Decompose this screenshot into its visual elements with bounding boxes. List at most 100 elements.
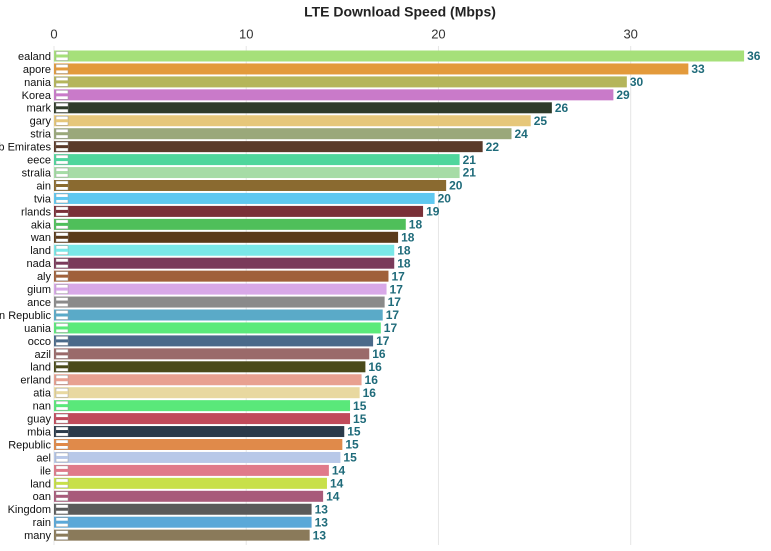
bar: [54, 50, 745, 62]
y-tick-label: ile: [40, 465, 51, 477]
y-tick-label: b Emirates: [0, 142, 51, 154]
value-label: 30: [630, 75, 644, 89]
flag: [56, 326, 68, 330]
x-tick-label: 30: [623, 26, 637, 41]
value-label: 17: [384, 321, 398, 335]
flag: [56, 300, 68, 304]
flag: [56, 119, 68, 123]
value-label: 18: [401, 230, 415, 244]
value-label: 33: [691, 62, 705, 76]
flag: [56, 520, 68, 524]
value-label: 13: [313, 528, 327, 542]
flag: [56, 365, 68, 369]
bar: [54, 309, 383, 321]
y-tick-label: rlands: [21, 206, 51, 218]
y-tick-label: aly: [37, 271, 52, 283]
flag: [56, 404, 68, 408]
value-label: 18: [409, 218, 423, 232]
flag: [56, 468, 68, 472]
flag: [56, 352, 68, 356]
bar: [54, 387, 360, 399]
x-tick-label: 0: [50, 26, 57, 41]
y-tick-label: akia: [31, 219, 52, 231]
y-tick-label: occo: [28, 336, 51, 348]
bar: [54, 400, 351, 412]
flag: [56, 481, 68, 485]
bar: [54, 167, 460, 179]
y-tick-label: Korea: [22, 90, 52, 102]
value-label: 15: [353, 412, 367, 426]
value-label: 26: [555, 101, 569, 115]
value-label: 16: [363, 386, 377, 400]
bar: [54, 477, 327, 489]
y-tick-label: tvia: [34, 193, 52, 205]
bar: [54, 426, 345, 438]
value-label: 17: [390, 282, 404, 296]
bar: [54, 76, 627, 88]
value-label: 19: [426, 205, 440, 219]
flag: [56, 494, 68, 498]
flag: [56, 274, 68, 278]
flag: [56, 261, 68, 265]
bar: [54, 257, 395, 269]
flag: [56, 455, 68, 459]
value-label: 22: [486, 140, 500, 154]
bar: [54, 413, 351, 425]
flag: [56, 533, 68, 537]
chart-title: LTE Download Speed (Mbps): [304, 4, 496, 20]
value-label: 29: [616, 88, 630, 102]
flag: [56, 443, 68, 446]
y-tick-label: Kingdom: [8, 504, 51, 516]
y-tick-label: ance: [27, 297, 51, 309]
flag: [56, 196, 68, 200]
flag: [56, 287, 68, 291]
y-tick-label: azil: [34, 349, 51, 361]
flag: [56, 93, 68, 97]
bar: [54, 361, 366, 373]
value-label: 18: [397, 256, 411, 270]
x-tick-label: 10: [239, 26, 253, 41]
y-tick-label: mark: [27, 103, 52, 115]
value-label: 17: [391, 269, 405, 283]
bar: [54, 464, 329, 476]
value-label: 13: [315, 515, 329, 529]
y-tick-label: gium: [27, 284, 51, 296]
bar: [54, 490, 324, 502]
y-tick-label: guay: [27, 414, 51, 426]
flag: [56, 248, 68, 252]
flag: [56, 184, 68, 187]
value-label: 25: [534, 114, 548, 128]
flag: [56, 54, 68, 58]
value-label: 15: [343, 451, 357, 465]
bar: [54, 439, 343, 450]
y-tick-label: nania: [24, 77, 52, 89]
y-tick-label: land: [30, 478, 51, 490]
bar: [54, 335, 374, 347]
value-label: 24: [514, 127, 528, 141]
bar: [54, 141, 483, 153]
value-label: 20: [449, 179, 463, 193]
value-label: 16: [372, 347, 386, 361]
bar: [54, 529, 310, 541]
bar: [54, 192, 435, 204]
y-tick-label: many: [24, 530, 51, 542]
y-tick-label: erland: [20, 375, 51, 387]
y-tick-label: ael: [36, 452, 51, 464]
y-tick-label: eece: [27, 155, 51, 167]
flag: [56, 391, 68, 395]
y-tick-label: land: [30, 245, 51, 257]
flag: [56, 209, 68, 213]
bar: [54, 374, 362, 386]
value-label: 16: [365, 373, 379, 387]
bar: [54, 115, 531, 127]
y-tick-label: land: [30, 362, 51, 374]
value-label: 18: [397, 243, 411, 257]
value-label: 17: [386, 308, 400, 322]
flag: [56, 430, 68, 434]
bar: [54, 516, 312, 528]
flag: [56, 378, 68, 382]
y-tick-label: n Republic: [0, 310, 51, 322]
flag: [56, 507, 68, 511]
y-tick-label: apore: [23, 64, 51, 76]
